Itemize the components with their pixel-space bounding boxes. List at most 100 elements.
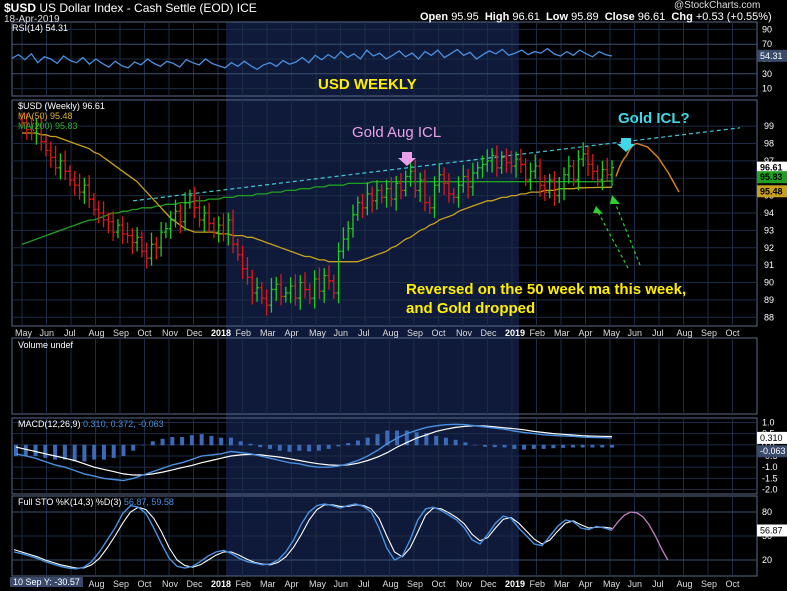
x-tick-label-top: Apr <box>579 328 593 338</box>
macd-hist-last-box <box>757 445 787 458</box>
x-tick-label-bottom: Mar <box>260 579 276 589</box>
x-tick-label-bottom: Feb <box>530 579 546 589</box>
macd-histogram-bar <box>551 444 556 449</box>
close-value: 96.61 <box>637 11 666 23</box>
symbol: $USD <box>4 1 37 15</box>
low-label: Low <box>546 11 569 23</box>
ohlc-readout: Open 95.95 High 96.61 Low 95.89 Close 96… <box>420 11 772 23</box>
macd-line <box>15 423 613 482</box>
price-tick-label: 91 <box>764 260 774 270</box>
cyan-arrow <box>617 138 635 152</box>
low-value: 95.89 <box>571 11 599 23</box>
macd-histogram-bar <box>111 444 116 458</box>
macd-histogram-bar <box>443 437 448 446</box>
x-tick-label-top: Apr <box>285 328 299 338</box>
macd-histogram-bar <box>268 444 273 449</box>
sto-d-line <box>13 504 613 569</box>
macd-histogram-bar <box>434 435 439 446</box>
macd-histogram-bar <box>610 444 614 448</box>
macd-histogram-bar <box>189 435 194 446</box>
macd-histogram-bar <box>600 444 605 448</box>
macd-histogram-bar <box>23 444 28 457</box>
x-tick-label-bottom: Feb <box>236 579 252 589</box>
x-tick-label-bottom: Nov <box>162 579 179 589</box>
x-tick-label-top: Jul <box>64 328 76 338</box>
price-tick-label: 97 <box>764 156 774 166</box>
macd-histogram-bar <box>414 432 419 446</box>
green-dashed-arrow-1 <box>613 199 641 266</box>
macd-histogram-bar <box>150 441 155 446</box>
macd-histogram-bar <box>228 437 233 446</box>
x-tick-label-top: May <box>603 328 621 338</box>
panel-frame-vol <box>11 337 758 415</box>
macd-histogram-bar <box>502 444 507 448</box>
annotation-gold-icl: Gold ICL? <box>618 110 690 127</box>
x-tick-label-top: Jul <box>358 328 370 338</box>
price-last-label: 96.61 <box>760 163 783 173</box>
macd-name: MACD(12,26,9) <box>18 419 81 429</box>
x-tick-label-bottom: Mar <box>554 579 570 589</box>
x-tick-label-top: Dec <box>187 328 204 338</box>
ma50-line <box>22 132 612 263</box>
macd-tick-label: -1.5 <box>762 473 778 483</box>
price-last-label: 95.83 <box>760 172 783 182</box>
annotation-gold-aug: Gold Aug ICL <box>352 124 442 141</box>
high-label: High <box>484 11 510 23</box>
macd-tick-label: -2.0 <box>762 485 778 495</box>
macd-histogram-bar <box>238 441 243 446</box>
macd-histogram-bar <box>297 444 302 451</box>
macd-histogram-bar <box>287 444 292 452</box>
macd-histogram-bar <box>199 434 204 446</box>
x-tick-label-top: Feb <box>530 328 546 338</box>
trendline <box>132 127 741 202</box>
x-tick-label-bottom: Jun <box>628 579 643 589</box>
x-tick-label-bottom: Aug <box>89 579 105 589</box>
annotation-reversal-2: and Gold dropped <box>406 300 536 317</box>
x-tick-label-top: Aug <box>383 328 399 338</box>
x-tick-label-bottom: Apr <box>579 579 593 589</box>
open-value: 95.95 <box>451 11 479 23</box>
macd-histogram-bar <box>180 436 185 446</box>
price-last-box <box>757 171 787 184</box>
macd-histogram-bar <box>82 444 87 462</box>
macd-histogram-bar <box>307 444 312 452</box>
index-name: US Dollar Index - Cash Settle (EOD) <box>39 1 234 15</box>
projection-curve <box>615 142 680 193</box>
macd-histogram-bar <box>531 444 536 449</box>
macd-histogram-bar <box>522 444 527 450</box>
macd-histogram-bar <box>336 444 341 447</box>
x-tick-label-bottom: Jul <box>652 579 664 589</box>
x-tick-label-top: Oct <box>138 328 153 338</box>
year-2018-shade <box>226 22 519 576</box>
macd-histogram-bar <box>258 444 263 448</box>
macd-histogram-bar <box>473 444 478 446</box>
annotation-reversal-1: Reversed on the 50 week ma this week, <box>406 281 687 298</box>
sto-projection <box>611 511 669 561</box>
price-last-box <box>757 185 787 198</box>
macd-histogram-bar <box>492 444 497 448</box>
x-tick-label-bottom: Sep <box>407 579 423 589</box>
x-tick-label-top: Jul <box>652 328 664 338</box>
x-tick-label-top: May <box>309 328 327 338</box>
macd-histogram-bar <box>316 444 321 451</box>
macd-histogram-bar <box>375 434 380 446</box>
x-tick-label-top: Dec <box>481 328 498 338</box>
price-tick-label: 89 <box>764 295 774 305</box>
x-tick-label-top: Sep <box>701 328 717 338</box>
exchange: ICE <box>236 1 257 15</box>
macd-histogram-bar <box>92 444 97 460</box>
macd-histogram-bar <box>424 433 429 446</box>
ma200-line <box>21 180 612 245</box>
x-tick-label-bottom: Nov <box>456 579 473 589</box>
x-tick-label-top: Feb <box>236 328 252 338</box>
rsi-tick-label: 70 <box>762 39 772 49</box>
price-tick-label: 90 <box>764 278 774 288</box>
macd-histogram-bar <box>72 444 77 462</box>
x-tick-label-bottom: 2018 <box>211 579 231 589</box>
green-arrowhead-2 <box>593 206 603 214</box>
sto-tick-label: 80 <box>762 507 772 517</box>
rsi-tick-label: 10 <box>762 84 772 94</box>
watermark: @StockCharts.com <box>674 0 761 11</box>
macd-tick-label: -1.0 <box>762 462 778 472</box>
macd-histogram-bar <box>570 444 575 448</box>
